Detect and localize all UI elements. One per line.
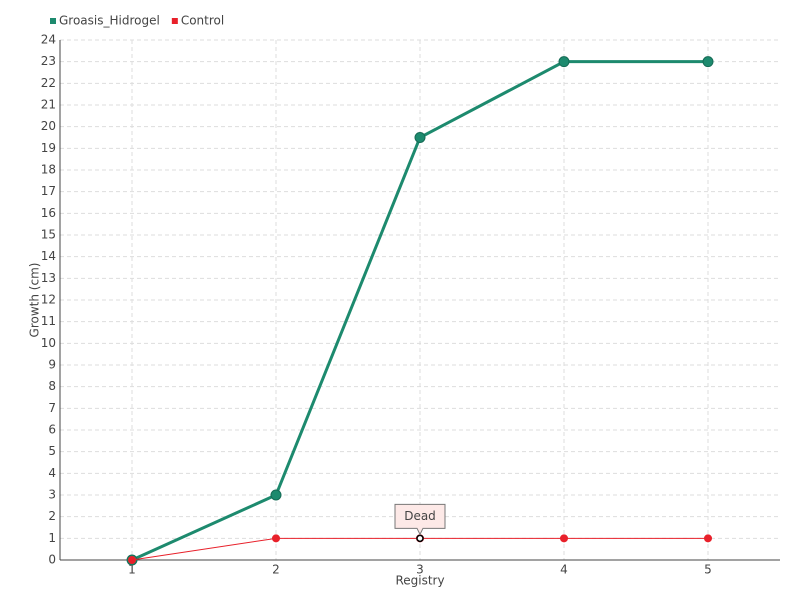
- y-tick-label: 10: [41, 336, 56, 350]
- annotation-point: [416, 534, 424, 543]
- y-tick-label: 21: [41, 98, 56, 112]
- point: [128, 556, 136, 564]
- y-tick-label: 16: [41, 206, 56, 220]
- x-tick-label: 3: [416, 563, 424, 577]
- legend-swatch: [50, 18, 56, 24]
- y-tick-label: 4: [48, 466, 56, 480]
- y-tick-label: 3: [48, 488, 56, 502]
- point: [704, 534, 712, 543]
- point: [558, 56, 570, 68]
- y-tick-label: 7: [48, 401, 56, 415]
- legend-label: Groasis_Hidrogel: [59, 14, 160, 28]
- y-tick-label: 19: [41, 141, 56, 155]
- point: [414, 132, 426, 143]
- y-tick-label: 13: [41, 271, 56, 285]
- y-tick-label: 11: [41, 314, 56, 328]
- x-tick-label: 1: [128, 563, 136, 577]
- y-tick-label: 18: [41, 163, 56, 177]
- y-tick-label: 0: [48, 553, 56, 567]
- legend-swatch: [171, 18, 178, 24]
- y-tick-label: 24: [41, 33, 56, 47]
- x-tick-label: 2: [272, 563, 280, 577]
- y-tick-label: 9: [48, 358, 56, 372]
- point: [270, 489, 282, 501]
- y-tick-label: 15: [41, 228, 56, 242]
- point: [702, 56, 714, 68]
- annotation-label: Dead: [404, 509, 436, 523]
- y-tick-label: 20: [41, 119, 56, 133]
- y-tick-label: 5: [48, 444, 56, 458]
- y-tick-label: 1: [48, 531, 56, 545]
- y-tick-label: 17: [41, 184, 56, 198]
- y-axis-label: Growth (cm): [28, 263, 42, 338]
- x-axis-label: Registry: [395, 574, 444, 588]
- y-tick-label: 22: [41, 76, 56, 90]
- annotation-box: [394, 503, 446, 536]
- y-tick-label: 8: [48, 379, 56, 393]
- x-tick-label: 5: [704, 563, 712, 577]
- point: [560, 534, 568, 543]
- y-tick-label: 14: [41, 249, 56, 263]
- y-tick-label: 23: [41, 54, 56, 68]
- point: [272, 534, 280, 543]
- y-tick-label: 12: [41, 293, 56, 307]
- legend-label: Control: [181, 14, 224, 28]
- x-tick-label: 4: [560, 563, 568, 577]
- y-tick-label: 2: [48, 509, 56, 523]
- y-tick-label: 6: [48, 423, 56, 437]
